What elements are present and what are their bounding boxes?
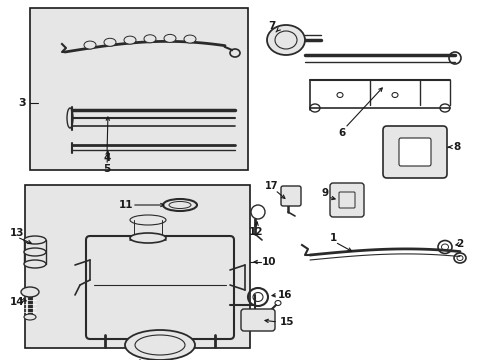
Text: 2: 2 bbox=[455, 239, 462, 249]
Ellipse shape bbox=[163, 35, 176, 42]
Text: 8: 8 bbox=[452, 142, 460, 152]
FancyBboxPatch shape bbox=[241, 309, 274, 331]
Bar bbox=[30, 8, 247, 170]
Text: 14: 14 bbox=[10, 297, 24, 307]
Ellipse shape bbox=[104, 38, 116, 46]
Ellipse shape bbox=[24, 236, 46, 244]
Ellipse shape bbox=[21, 287, 39, 297]
Ellipse shape bbox=[183, 35, 196, 43]
Ellipse shape bbox=[124, 36, 136, 44]
Text: 7: 7 bbox=[268, 21, 275, 31]
Text: 3: 3 bbox=[18, 98, 26, 108]
Text: 15: 15 bbox=[280, 317, 294, 327]
Ellipse shape bbox=[143, 35, 156, 43]
Text: 1: 1 bbox=[329, 233, 336, 243]
Text: 11: 11 bbox=[119, 200, 133, 210]
Text: 12: 12 bbox=[248, 227, 263, 237]
Text: 6: 6 bbox=[338, 128, 345, 138]
Ellipse shape bbox=[24, 314, 36, 320]
Text: 5: 5 bbox=[103, 164, 110, 174]
Ellipse shape bbox=[24, 260, 46, 268]
Text: 4: 4 bbox=[103, 153, 110, 163]
FancyBboxPatch shape bbox=[398, 138, 430, 166]
Ellipse shape bbox=[24, 248, 46, 256]
Bar bbox=[25, 185, 249, 348]
Ellipse shape bbox=[266, 25, 305, 55]
Ellipse shape bbox=[84, 41, 96, 49]
Ellipse shape bbox=[130, 233, 165, 243]
FancyBboxPatch shape bbox=[382, 126, 446, 178]
Text: 9: 9 bbox=[321, 188, 328, 198]
Ellipse shape bbox=[125, 330, 195, 360]
Text: 10: 10 bbox=[262, 257, 276, 267]
Text: 17: 17 bbox=[264, 181, 278, 191]
Text: 16: 16 bbox=[278, 290, 292, 300]
FancyBboxPatch shape bbox=[281, 186, 301, 206]
FancyBboxPatch shape bbox=[329, 183, 363, 217]
Text: 13: 13 bbox=[10, 228, 24, 238]
